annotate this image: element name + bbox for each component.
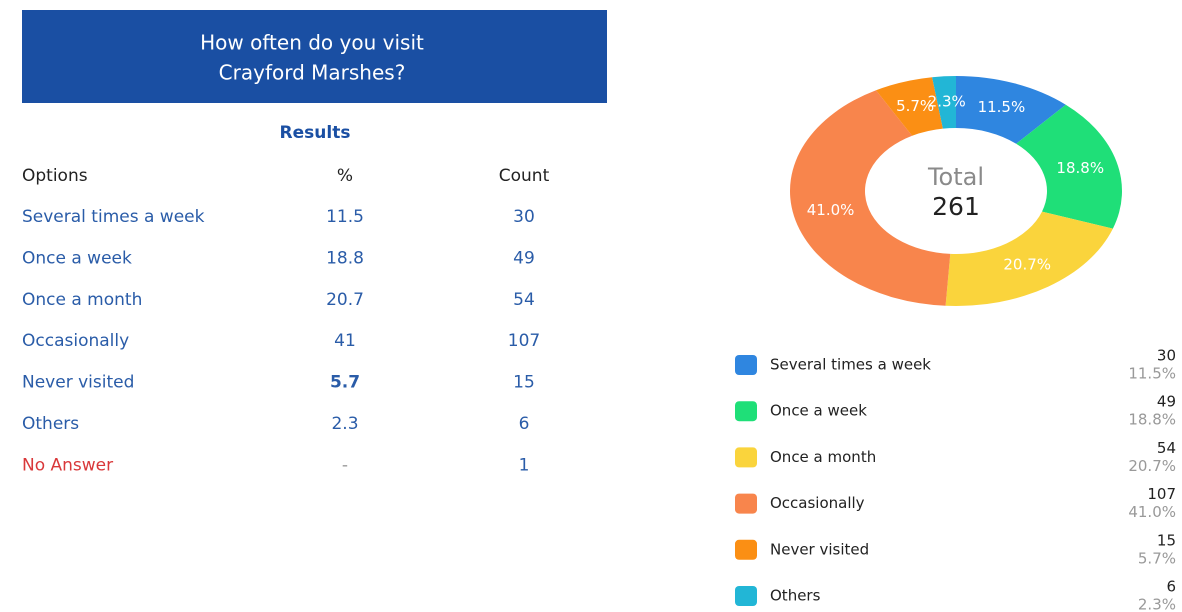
legend-label: Once a month [770, 448, 876, 466]
legend-count: 6 [1166, 578, 1176, 596]
option-label: Occasionally [22, 331, 129, 351]
count-cell: 49 [513, 248, 535, 268]
legend-swatch [735, 493, 757, 514]
donut-segment [956, 76, 1066, 144]
segment-label: 11.5% [978, 98, 1026, 116]
legend-label: Occasionally [770, 494, 865, 512]
center-label: Total [927, 163, 984, 191]
donut-segment [932, 76, 956, 129]
count-cell: 54 [513, 290, 535, 310]
option-label: Several times a week [22, 207, 205, 227]
legend-label: Several times a week [770, 356, 931, 374]
segment-label: 2.3% [928, 93, 966, 111]
option-label: Others [22, 414, 79, 434]
legend-swatch [735, 447, 757, 468]
legend-count: 49 [1157, 393, 1176, 411]
legend-swatch [735, 539, 757, 560]
header-title: How often do you visit [200, 31, 424, 55]
header-title: Crayford Marshes? [219, 61, 406, 85]
count-cell: 107 [508, 331, 540, 351]
option-label: No Answer [22, 455, 113, 475]
legend-percent: 41.0% [1128, 503, 1176, 521]
results-title: Results [280, 123, 351, 143]
count-cell: 30 [513, 207, 535, 227]
donut-segment [1016, 104, 1122, 229]
legend-count: 30 [1157, 347, 1176, 365]
column-header: Count [499, 166, 550, 186]
donut-segment [876, 77, 943, 136]
legend-percent: 2.3% [1138, 596, 1176, 612]
segment-label: 18.8% [1056, 159, 1104, 177]
legend-count: 54 [1157, 439, 1176, 457]
legend-percent: 18.8% [1128, 411, 1176, 429]
segment-label: 5.7% [896, 97, 934, 115]
legend-swatch [735, 401, 757, 422]
legend-label: Others [770, 587, 821, 605]
center-value: 261 [932, 192, 980, 221]
legend-percent: 20.7% [1128, 457, 1176, 475]
count-cell: 1 [519, 455, 530, 475]
column-header: % [337, 166, 353, 186]
donut-segment [945, 211, 1113, 306]
header-box [22, 10, 607, 103]
legend-count: 15 [1157, 531, 1176, 549]
count-cell: 15 [513, 373, 535, 393]
percent-cell: 20.7 [326, 290, 364, 310]
legend-swatch [735, 355, 757, 375]
donut-segment [789, 90, 951, 306]
percent-cell: 5.7 [330, 373, 360, 393]
segment-label: 41.0% [807, 201, 855, 219]
legend-label: Never visited [770, 540, 869, 558]
percent-cell: 41 [334, 331, 356, 351]
percent-cell: - [342, 455, 348, 475]
percent-cell: 2.3 [331, 414, 358, 434]
option-label: Once a month [22, 290, 142, 310]
legend-label: Once a week [770, 402, 867, 420]
legend-count: 107 [1147, 485, 1176, 503]
count-cell: 6 [519, 414, 530, 434]
percent-cell: 18.8 [326, 248, 364, 268]
legend-percent: 11.5% [1128, 365, 1176, 383]
legend-percent: 5.7% [1138, 549, 1176, 567]
segment-label: 20.7% [1003, 256, 1051, 274]
legend-swatch [735, 586, 757, 606]
column-header: Options [22, 166, 88, 186]
option-label: Once a week [22, 248, 132, 268]
percent-cell: 11.5 [326, 207, 364, 227]
option-label: Never visited [22, 373, 134, 393]
